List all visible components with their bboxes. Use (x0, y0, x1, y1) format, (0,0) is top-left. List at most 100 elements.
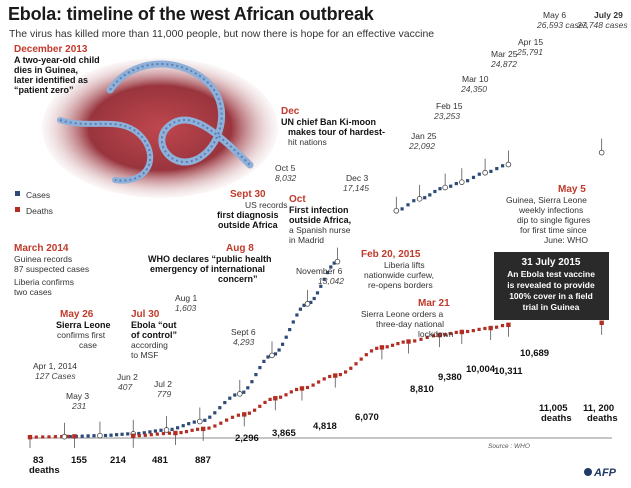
cases-trail-dot (203, 418, 207, 422)
deaths-trail-dot (311, 383, 315, 387)
legend-cases-marker (15, 191, 20, 196)
case-date-label: Jan 25 (411, 131, 437, 141)
deaths-trail-dot (449, 331, 453, 336)
cases-trail-dot (250, 380, 254, 384)
case-value-label: 24,872 (490, 59, 517, 69)
cases-trail-dot (406, 203, 410, 207)
deaths-trail-dot (236, 413, 240, 417)
event-date: Oct (289, 194, 306, 205)
deaths-trail-dot (344, 370, 348, 374)
event-text: outside Africa (218, 220, 279, 230)
death-point (273, 396, 278, 401)
event-text: outside Africa, (289, 215, 351, 225)
case-value-label: 407 (118, 382, 132, 392)
death-point (506, 322, 511, 328)
deaths-trail-dot (443, 333, 447, 337)
case-point (334, 258, 341, 265)
deaths-trail-dot (375, 346, 379, 350)
cases-trail-dot (501, 164, 505, 168)
deaths-trail-dot (207, 426, 211, 430)
cases-trail-dot (291, 320, 295, 324)
deaths-trail-dot (396, 342, 400, 346)
case-date-label: Apr 15 (518, 37, 543, 47)
death-value-label: deaths (541, 413, 572, 424)
cases-trail-dot (322, 277, 326, 281)
case-value-label: 13,042 (318, 276, 344, 286)
event-text: WHO declares “public health (148, 254, 272, 264)
case-value-label: 4,293 (233, 337, 255, 347)
deaths-trail-dot (364, 353, 368, 357)
cases-trail-dot (223, 401, 227, 405)
death-point (72, 434, 77, 439)
death-value-label: deaths (587, 413, 618, 424)
cases-trail-dot (103, 433, 108, 438)
case-value-label: 779 (157, 389, 171, 399)
legend: Cases Deaths (15, 190, 53, 216)
event-aug-8: Aug 8 WHO declares “public health emerge… (148, 243, 272, 284)
cases-trail-dot (181, 424, 185, 428)
case-value-label: 26,593 cases (536, 20, 588, 30)
event-text: hit nations (288, 137, 327, 147)
deaths-trail-dot (338, 373, 342, 377)
event-date: Aug 8 (226, 243, 254, 254)
event-text: 87 suspected cases (14, 264, 89, 274)
deaths-trail-dot (247, 411, 251, 415)
event-text: re-opens borders (368, 280, 433, 290)
death-value-label: 155 (71, 455, 88, 466)
cases-trail-dot (329, 265, 333, 269)
case-point (236, 391, 243, 397)
case-date-label: Oct 5 (275, 163, 296, 173)
case-date-label: Sept 6 (231, 327, 256, 337)
cases-trail-dot (288, 328, 292, 332)
event-oct: Oct First infection outside Africa, a Sp… (289, 194, 351, 245)
event-text: emergency of international (150, 264, 265, 274)
case-point (416, 196, 423, 202)
death-value-label: 887 (195, 455, 211, 466)
event-text: Ebola “out (131, 320, 177, 330)
case-value-label: 231 (71, 401, 86, 411)
cases-trail-dot (433, 189, 437, 194)
case-labels: Apr 1, 2014 127 Cases May 3 231 Jun 2 40… (33, 10, 628, 411)
deaths-trail-dot (385, 345, 389, 349)
deaths-trail-dot (466, 329, 470, 334)
death-point (488, 325, 493, 331)
event-date: Feb 20, 2015 (361, 249, 421, 260)
deaths-trail-dot (322, 377, 326, 381)
cases-trail-dot (400, 207, 404, 211)
case-date-label: Feb 15 (436, 101, 463, 111)
deaths-trail-dot (167, 431, 171, 435)
cases-trail-dot (213, 411, 217, 415)
event-text: UN chief Ban Ki-moon (281, 117, 376, 127)
death-value-label: 9,380 (438, 372, 462, 383)
case-date-label: Dec 3 (346, 173, 368, 183)
event-text: nationwide curfew, (364, 270, 434, 280)
deaths-trail-dot (295, 387, 299, 392)
event-text: confirms first (57, 330, 106, 340)
event-text: according (131, 340, 168, 350)
event-text: US records (245, 200, 288, 210)
case-point (269, 352, 275, 359)
deaths-trail-dot (184, 430, 189, 434)
deaths-trail-dot (284, 393, 288, 397)
death-value-label: 3,865 (272, 428, 296, 439)
case-date-label: Mar 10 (462, 74, 489, 84)
case-point (197, 418, 203, 425)
event-dec-2013: December 2013 A two-year-old child dies … (14, 44, 100, 95)
cases-trail-dot (266, 355, 270, 359)
death-value-label: 10,311 (494, 366, 523, 377)
page-title: Ebola: timeline of the west African outb… (8, 4, 374, 24)
event-text: Sierra Leone orders a (361, 309, 443, 319)
event-text: dies in Guinea, (14, 65, 78, 75)
case-value-label: 23,253 (433, 111, 460, 121)
cases-trail-dot (315, 291, 320, 295)
death-value-label: 214 (110, 455, 127, 466)
case-date-label: Aug 1 (175, 293, 197, 303)
death-value-label: 8,810 (410, 384, 434, 395)
deaths-trail-dot (471, 329, 475, 333)
event-text: trial in Guinea (523, 302, 580, 312)
event-dec: Dec UN chief Ban Ki-moon makes tour of h… (281, 106, 385, 147)
event-text: to MSF (131, 350, 158, 360)
cases-trail-dot (319, 284, 323, 288)
deaths-trail-dot (477, 327, 481, 331)
event-text: case (79, 340, 97, 350)
